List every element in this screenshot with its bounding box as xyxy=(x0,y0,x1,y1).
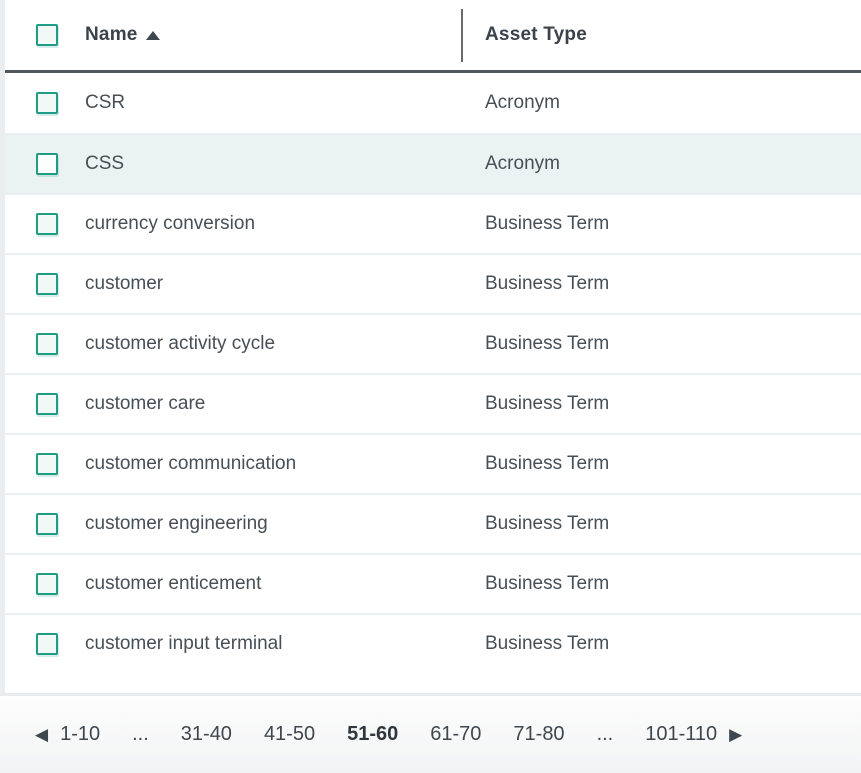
left-edge-strip xyxy=(0,0,5,693)
page-range-link[interactable]: 61-70 xyxy=(430,723,482,745)
column-divider xyxy=(461,9,463,62)
footer-separator xyxy=(0,693,861,696)
table-row[interactable]: customer care Business Term xyxy=(0,373,861,433)
table-header-row: Name Asset Type xyxy=(0,0,861,73)
page-range-link[interactable]: 41-50 xyxy=(263,723,316,745)
column-header-name[interactable]: Name xyxy=(85,24,485,46)
asset-name[interactable]: customer input terminal xyxy=(85,633,283,654)
asset-name[interactable]: customer activity cycle xyxy=(85,333,276,354)
asset-type: Business Term xyxy=(485,273,610,294)
select-all-checkbox[interactable] xyxy=(36,24,58,46)
table-row[interactable]: customer enticement Business Term xyxy=(0,553,861,613)
table-row[interactable]: CSR Acronym xyxy=(0,73,861,133)
pagination-bar: ◀ 1-10 ... 31-40 41-50 51-60 61-70 71-80… xyxy=(0,696,861,773)
sort-ascending-icon[interactable] xyxy=(145,30,160,40)
asset-type: Business Term xyxy=(485,393,610,414)
asset-type: Business Term xyxy=(485,513,610,534)
table-row[interactable]: CSS Acronym xyxy=(0,133,861,193)
row-checkbox[interactable] xyxy=(36,393,58,415)
page-range-current[interactable]: 51-60 xyxy=(347,723,399,745)
row-checkbox[interactable] xyxy=(36,273,58,295)
asset-type: Business Term xyxy=(485,573,610,594)
row-checkbox[interactable] xyxy=(36,153,58,175)
asset-name[interactable]: customer communication xyxy=(85,453,297,474)
asset-name[interactable]: customer engineering xyxy=(85,513,268,534)
page-range-link[interactable]: 1-10 xyxy=(60,723,101,745)
row-checkbox[interactable] xyxy=(36,453,58,475)
table-bottom-spacer xyxy=(0,673,861,693)
table-body: CSR Acronym CSS Acronym currency convers… xyxy=(0,73,861,673)
table-row[interactable]: customer engineering Business Term xyxy=(0,493,861,553)
table-row[interactable]: customer communication Business Term xyxy=(0,433,861,493)
table-row[interactable]: currency conversion Business Term xyxy=(0,193,861,253)
asset-type: Business Term xyxy=(485,633,610,654)
next-page-icon[interactable]: ▶ xyxy=(729,725,743,744)
row-checkbox[interactable] xyxy=(36,213,58,235)
row-checkbox[interactable] xyxy=(36,573,58,595)
asset-type: Business Term xyxy=(485,453,610,474)
asset-name[interactable]: customer enticement xyxy=(85,573,262,594)
pagination: ◀ 1-10 ... 31-40 41-50 51-60 61-70 71-80… xyxy=(35,723,742,746)
asset-type: Acronym xyxy=(485,92,560,113)
name-column-label: Name xyxy=(85,24,138,45)
asset-name[interactable]: CSR xyxy=(85,92,126,113)
table-row[interactable]: customer activity cycle Business Term xyxy=(0,313,861,373)
asset-type: Business Term xyxy=(485,333,610,354)
asset-type: Acronym xyxy=(485,153,560,174)
page-range-link[interactable]: 101-110 xyxy=(645,723,718,745)
page-range-link[interactable]: 71-80 xyxy=(513,723,565,745)
row-checkbox[interactable] xyxy=(36,513,58,535)
table-row[interactable]: customer Business Term xyxy=(0,253,861,313)
asset-type: Business Term xyxy=(485,213,610,234)
row-checkbox[interactable] xyxy=(36,333,58,355)
asset-name[interactable]: currency conversion xyxy=(85,213,256,234)
row-checkbox[interactable] xyxy=(36,633,58,655)
pagination-ellipsis: ... xyxy=(596,723,614,745)
row-checkbox[interactable] xyxy=(36,92,58,114)
table-row[interactable]: customer input terminal Business Term xyxy=(0,613,861,673)
previous-page-icon[interactable]: ◀ xyxy=(35,725,49,744)
asset-name[interactable]: CSS xyxy=(85,153,125,174)
pagination-ellipsis: ... xyxy=(132,723,149,745)
asset-name[interactable]: customer xyxy=(85,273,164,294)
column-header-asset-type[interactable]: Asset Type xyxy=(485,24,587,45)
page-range-link[interactable]: 31-40 xyxy=(180,723,232,745)
asset-name[interactable]: customer care xyxy=(85,393,206,414)
